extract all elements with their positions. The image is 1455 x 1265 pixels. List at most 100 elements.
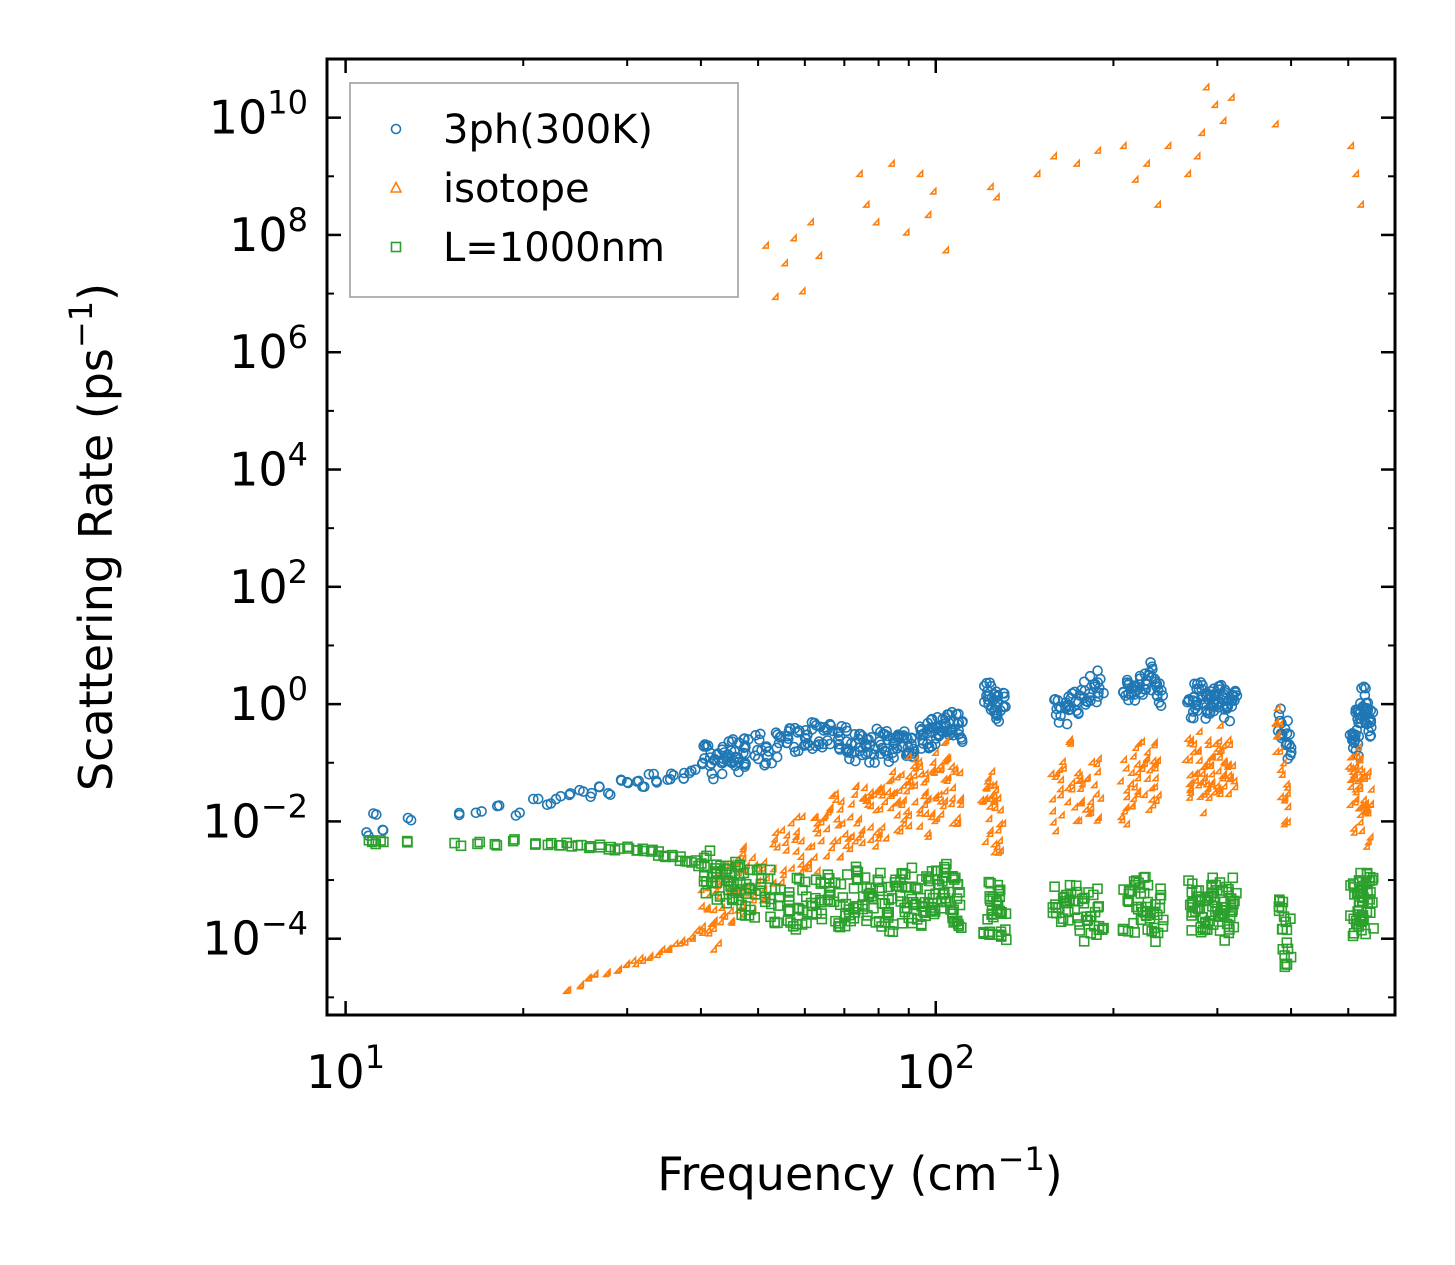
triangle-point	[1074, 815, 1083, 825]
circle-point	[689, 764, 701, 776]
triangle-point	[686, 931, 695, 940]
circle-point	[527, 793, 539, 805]
square-point	[375, 835, 386, 846]
triangle-point	[792, 812, 801, 821]
square-point	[949, 872, 961, 884]
legend-label: 3ph(300K)	[443, 107, 653, 153]
square-point	[1074, 925, 1086, 936]
square-point	[1224, 911, 1236, 922]
triangle-point	[563, 985, 572, 994]
circle-point	[850, 755, 861, 767]
circle-point	[955, 732, 967, 743]
triangle-point	[888, 766, 896, 775]
triangle-point	[1276, 791, 1284, 801]
triangle-point	[1152, 795, 1160, 804]
triangle-point	[790, 834, 799, 844]
triangle-point	[779, 865, 787, 874]
square-point	[796, 919, 808, 930]
triangle-point	[1121, 802, 1130, 811]
circle-point	[1055, 710, 1066, 722]
triangle-point	[1126, 778, 1135, 788]
triangle-point	[886, 802, 895, 812]
square-point	[1193, 885, 1205, 896]
triangle-point	[670, 938, 679, 947]
triangle-point	[871, 841, 879, 850]
circle-point	[881, 730, 893, 742]
square-point	[793, 903, 805, 915]
square-point	[1064, 879, 1076, 891]
triangle-point	[1202, 756, 1211, 766]
square-point	[700, 887, 712, 899]
triangle-point	[854, 813, 863, 823]
triangle-point	[1058, 756, 1066, 765]
square-point	[816, 908, 828, 919]
triangle-point	[931, 791, 939, 800]
circle-point	[750, 729, 761, 741]
triangle-point	[1122, 785, 1131, 794]
triangle-point	[621, 959, 630, 969]
triangle-point	[883, 786, 892, 796]
circle-point	[993, 716, 1005, 727]
square-point	[1152, 927, 1164, 939]
triangle-point	[904, 771, 912, 780]
square-point	[852, 866, 864, 878]
triangle-point	[1048, 794, 1056, 803]
triangle-point	[1087, 757, 1096, 766]
triangle-point	[1137, 763, 1146, 772]
triangle-point	[836, 796, 845, 805]
triangle-point	[1049, 817, 1057, 826]
triangle-point	[1205, 760, 1214, 770]
triangle-point	[1090, 779, 1098, 789]
triangle-point	[787, 863, 795, 872]
triangle-point	[1094, 753, 1102, 763]
square-point	[561, 837, 573, 849]
triangle-point	[1056, 789, 1064, 799]
triangle-point	[845, 843, 854, 853]
circle-point	[1365, 714, 1377, 726]
circle-point	[1205, 686, 1216, 697]
triangle-point	[822, 823, 831, 833]
circle-point	[813, 739, 825, 750]
circle-point	[1282, 715, 1293, 727]
triangle-point	[1215, 752, 1223, 761]
square-point	[711, 894, 723, 905]
triangle-point	[847, 799, 855, 808]
triangle-point	[990, 802, 999, 812]
circle-point	[1073, 707, 1084, 719]
circle-point	[854, 742, 866, 753]
triangle-point	[1278, 769, 1286, 778]
square-point	[730, 887, 741, 899]
circle-point	[665, 768, 677, 780]
triangle-point	[1116, 776, 1124, 785]
triangle-point	[1355, 755, 1364, 764]
triangle-point	[880, 796, 889, 805]
triangle-point	[1224, 760, 1232, 770]
triangle-point	[1073, 767, 1081, 777]
triangle-point	[985, 828, 994, 838]
triangle-point	[1132, 759, 1141, 768]
triangle-point	[824, 807, 832, 816]
triangle-point	[811, 812, 819, 821]
triangle-point	[921, 808, 930, 817]
tick-layer: 101 102 10−4 10−2 100 102 104 106 108 1010	[202, 59, 1396, 1099]
triangle-point	[1271, 119, 1279, 128]
triangle-point	[1075, 774, 1084, 783]
y-tick-label: 104	[229, 436, 308, 497]
triangle-point	[716, 916, 724, 926]
circle-point	[1226, 701, 1238, 712]
triangle-point	[940, 786, 949, 795]
square-point	[1096, 924, 1108, 936]
triangle-point	[872, 827, 880, 836]
square-point	[837, 892, 849, 903]
triangle-point	[904, 751, 912, 760]
triangle-point	[836, 852, 844, 861]
triangle-point	[989, 839, 998, 848]
triangle-point	[1185, 738, 1194, 747]
square-point	[783, 894, 795, 906]
triangle-point	[1081, 804, 1089, 813]
triangle-point	[984, 773, 992, 782]
triangle-point	[884, 775, 893, 785]
triangle-point	[811, 823, 820, 833]
square-point	[489, 838, 501, 850]
